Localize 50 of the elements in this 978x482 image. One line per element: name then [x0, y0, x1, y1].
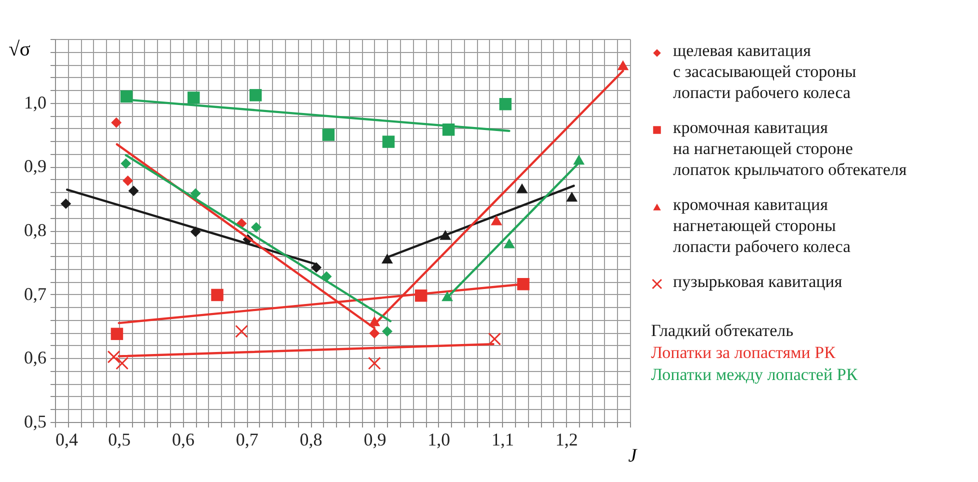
point	[211, 288, 224, 302]
point	[107, 350, 120, 364]
point	[566, 192, 578, 202]
text: Гладкий обтекатель	[651, 321, 794, 340]
point	[504, 238, 515, 248]
x-tick-label: 0,8	[300, 430, 322, 450]
point	[322, 128, 335, 141]
text: Лопатки между лопастей РК	[651, 365, 858, 384]
x-tick-label: 1,2	[555, 430, 578, 450]
x-axis-title: J	[628, 446, 638, 466]
x-tick-label: 0,7	[236, 430, 258, 450]
x-tick-label: 0,6	[172, 430, 195, 450]
point	[128, 186, 139, 196]
point	[110, 328, 124, 340]
point	[499, 98, 512, 110]
x-tick-label: 0,5	[108, 430, 131, 450]
point	[60, 198, 72, 209]
legend-label: кромочная кавитация нагнетающей стороны лопасти рабочего колеса	[673, 195, 851, 256]
text: Лопатки за лопастями РК	[651, 343, 836, 362]
point	[249, 89, 262, 102]
y-axis-title: √σ	[8, 38, 31, 60]
point	[120, 158, 132, 169]
legend-label: пузырьковая кавитация	[673, 272, 842, 291]
point	[122, 175, 134, 186]
legend-label: щелевая кавитация с засасывающей стороны лопасти рабочего колеса	[673, 41, 857, 102]
point	[490, 215, 502, 226]
y-tick-label: 0,6	[24, 348, 46, 368]
x-tick-label: 1,0	[428, 430, 450, 450]
y-tick-label: 0,8	[24, 220, 46, 240]
x-tick-label: 0,4	[56, 430, 78, 450]
y-tick-label: 1,0	[24, 92, 46, 112]
y-tick-label: 0,7	[24, 284, 46, 304]
y-tick-label: 0,5	[24, 412, 46, 432]
point	[235, 324, 248, 338]
point	[382, 326, 392, 337]
point	[111, 117, 122, 128]
x-tick-label: 0,9	[364, 430, 386, 450]
x-tick-label: 1,1	[491, 430, 514, 450]
point	[369, 328, 380, 339]
y-tick-label: 0,9	[24, 156, 46, 176]
point	[617, 60, 629, 70]
legend-label: кромочная кавитация на нагнетающей стороне лопаток крыльчатого обтекателя	[673, 118, 907, 179]
point	[190, 188, 201, 199]
point	[251, 222, 262, 233]
point	[311, 262, 322, 273]
point	[188, 92, 200, 104]
point	[368, 356, 381, 370]
point	[516, 183, 528, 194]
point	[488, 332, 502, 346]
point	[382, 136, 395, 148]
